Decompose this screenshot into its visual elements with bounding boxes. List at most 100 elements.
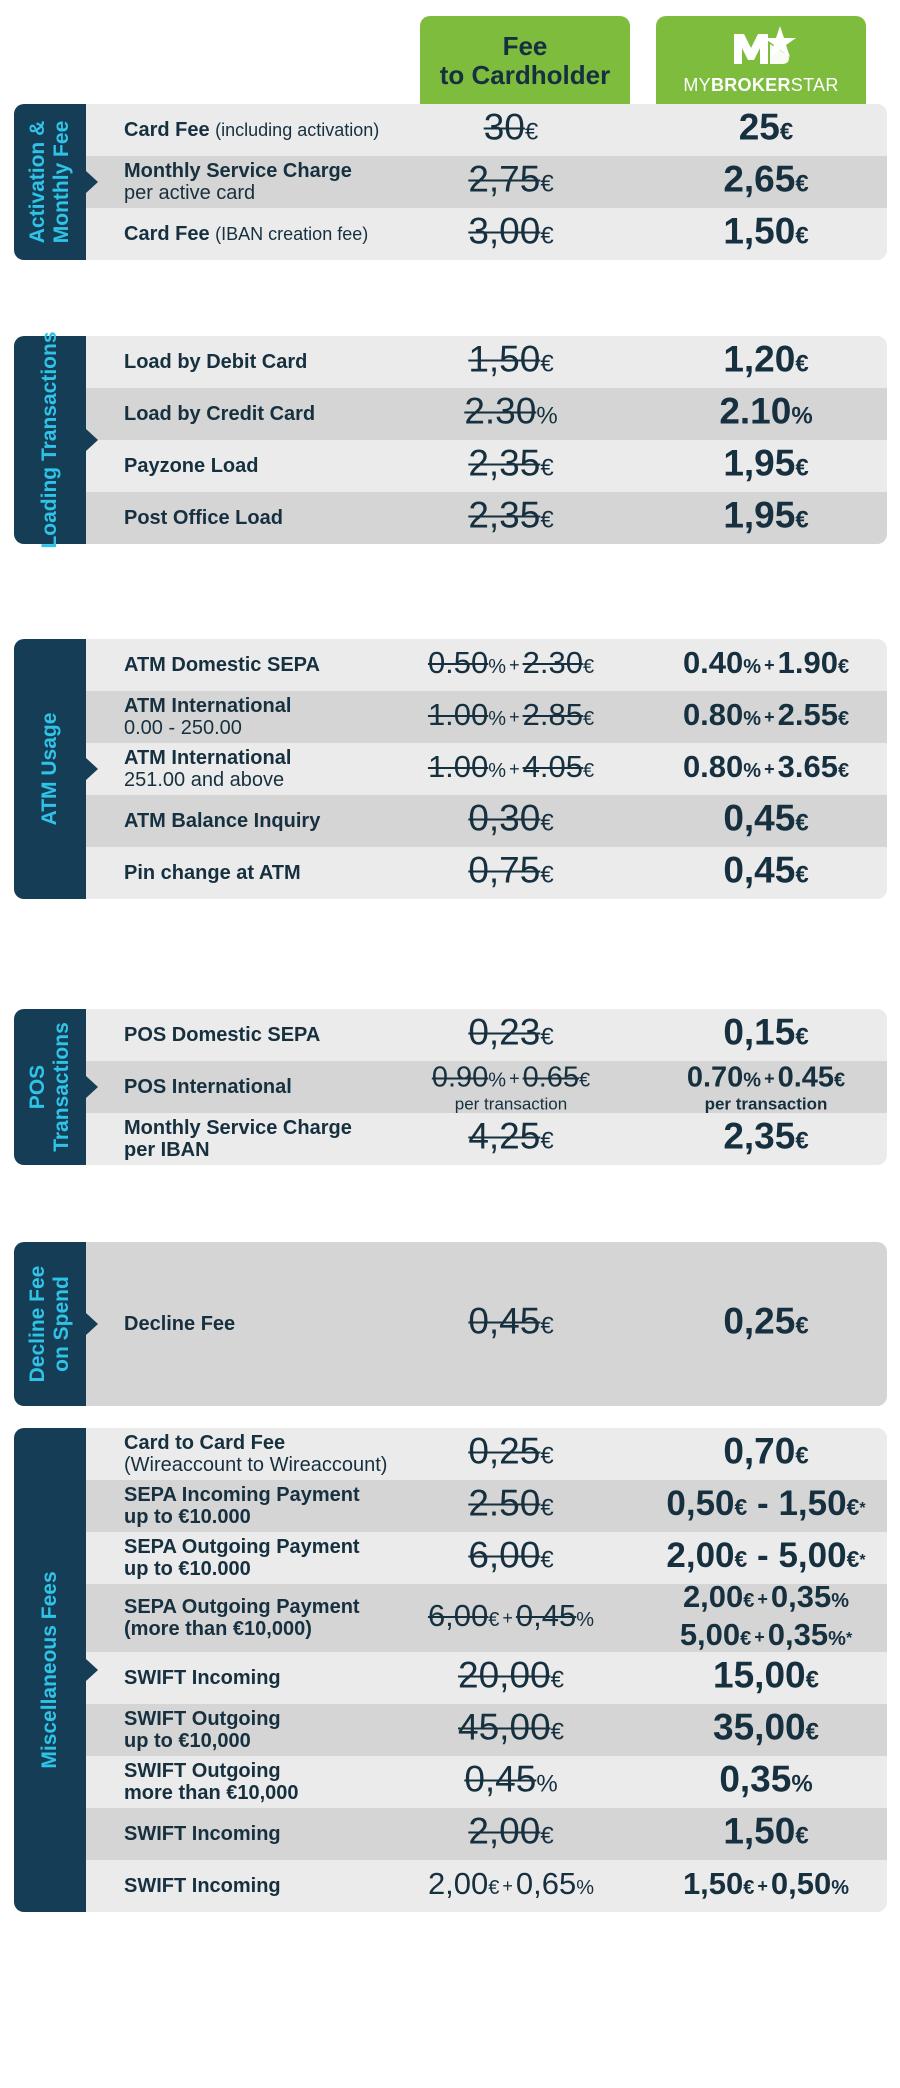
unit: % [488, 708, 507, 730]
unit: € [540, 1023, 554, 1051]
amount: 0,50 [666, 1484, 735, 1523]
unit: € [795, 350, 809, 378]
amount: 1,50 [723, 210, 796, 252]
amount: 5,00 [679, 1617, 741, 1652]
amount: 15,00 [713, 1654, 806, 1696]
amount: 25 [738, 106, 780, 148]
old-fee-value: 1,50€ [402, 338, 620, 385]
table-row: ATM Balance Inquiry 0,30€ 0,45€ [86, 795, 887, 847]
fee-name: ATM Domestic SEPA [124, 654, 320, 676]
unit: % [488, 1069, 507, 1092]
section-title: Decline Fee on Spend [26, 1265, 73, 1383]
unit: € [846, 1494, 860, 1520]
fee-label: Monthly Service Charge per active card [124, 160, 424, 204]
fee-name: Load by Credit Card [124, 403, 316, 425]
amount: 2.30 [464, 390, 537, 432]
amount: 0,75 [468, 849, 541, 891]
unit: € [795, 454, 809, 482]
old-fee-value: 0,75€ [402, 849, 620, 896]
range-dash: - [757, 1484, 769, 1523]
amount: 1,95 [723, 494, 796, 536]
table-row: Card Fee (including activation) 30€ 25€ [86, 104, 887, 156]
unit: % [831, 1590, 850, 1612]
fee-label: Load by Credit Card [124, 403, 424, 425]
fee-section: Loading Transactions Load by Debit Card 1,… [14, 331, 887, 549]
amount: 2.50 [468, 1482, 541, 1524]
old-fee-value: 1.00% +4.05€ [402, 749, 620, 789]
unit: € [743, 1877, 755, 1899]
unit: € [540, 454, 554, 482]
fee-name-line2: more than €10,000 [124, 1782, 299, 1804]
amount: 1.00 [427, 697, 489, 732]
fee-label: Pin change at ATM [124, 862, 424, 884]
section-sidebar: Miscellaneous Fees [14, 1428, 86, 1912]
unit: € [795, 1127, 809, 1155]
new-fee-value: 2.10% [639, 391, 887, 437]
fee-name: Card Fee [124, 119, 210, 141]
old-fee-value: 2.50€ [402, 1482, 620, 1529]
amount: 35,00 [713, 1706, 806, 1748]
amount: 1,50 [468, 338, 541, 380]
amount: 2,00 [682, 1579, 744, 1614]
mybrokerstar-logo-icon [734, 26, 796, 64]
unit: € [540, 222, 554, 250]
unit: € [805, 1666, 819, 1694]
section-sidebar: POS Transactions [14, 1009, 86, 1165]
amount: 1.00 [427, 749, 489, 784]
plus-sign: + [757, 1589, 768, 1609]
table-row: SEPA Incoming Payment up to €10.000 2.50€ 0… [86, 1480, 887, 1532]
new-fee-value: 1,50€ [639, 210, 887, 257]
fee-name: Decline Fee [124, 1313, 236, 1335]
unit: € [540, 170, 554, 198]
old-fee-value: 2,75€ [402, 159, 620, 205]
old-fee-value: 6,00€ +0,45% [402, 1598, 620, 1638]
fee-name: Post Office Load [124, 507, 283, 529]
fee-label: ATM International 0.00 - 250.00 [124, 695, 424, 739]
fee-label: Payzone Load [124, 455, 424, 477]
brand-prefix: MY [683, 75, 711, 95]
old-fee-value: 1.00% +2.85€ [402, 697, 620, 737]
new-fee-value: 25€ [639, 106, 887, 153]
unit: € [734, 1546, 748, 1572]
plus-sign: + [502, 1608, 513, 1628]
amount: 0.65 [522, 1061, 580, 1094]
old-fee-value: 0,45€ [402, 1301, 620, 1347]
amount: 1,50 [778, 1484, 847, 1523]
old-fee-value: 0,25€ [402, 1431, 620, 1477]
new-fee-value: 0.40% +1.90€ [639, 645, 887, 685]
fee-name: ATM International [124, 695, 292, 717]
unit: % [791, 402, 813, 430]
fee-label: SEPA Outgoing Payment (more than €10,000) [124, 1596, 424, 1640]
fee-name-line2: per IBAN [124, 1139, 210, 1161]
unit: € [795, 1822, 809, 1850]
new-fee-value: 1,95€ [639, 494, 887, 541]
section-sidebar: Loading Transactions [14, 331, 86, 549]
table-row: Card to Card Fee (Wireaccount to Wireacco… [86, 1428, 887, 1480]
section-rows: ATM Domestic SEPA 0.50% +2.30€ 0.40% +1.90€ A… [86, 639, 887, 899]
plus-sign: + [502, 1876, 513, 1896]
plus-sign: + [764, 1068, 775, 1089]
fee-name: SWIFT Incoming [124, 1667, 281, 1689]
unit: % [488, 656, 507, 678]
plus-sign: + [764, 707, 775, 727]
fee-name: Card Fee [124, 223, 210, 245]
unit: € [550, 1666, 564, 1694]
section-rows: Card Fee (including activation) 30€ 25€ Mon… [86, 104, 887, 260]
amount: 0,70 [723, 1430, 796, 1472]
new-fee-value: 35,00€ [639, 1706, 887, 1753]
unit: € [540, 1127, 554, 1155]
old-fee-value: 6,00€ [402, 1535, 620, 1581]
amount: 0.45 [777, 1061, 835, 1094]
amount: 0,45 [723, 849, 796, 891]
fee-label: SEPA Incoming Payment up to €10.000 [124, 1484, 424, 1528]
amount: 4.05 [522, 749, 583, 784]
unit: € [779, 118, 794, 146]
old-fee-value: 20,00€ [402, 1655, 620, 1701]
footnote-asterisk: * [859, 1552, 866, 1569]
section-title: Loading Transactions [38, 331, 61, 549]
unit: € [837, 760, 850, 782]
unit: % [488, 760, 507, 782]
table-row: Card Fee (IBAN creation fee) 3,00€ 1,50€ [86, 208, 887, 260]
section-title: Activation & Monthly Fee [26, 120, 73, 244]
section-pointer [86, 1659, 98, 1681]
